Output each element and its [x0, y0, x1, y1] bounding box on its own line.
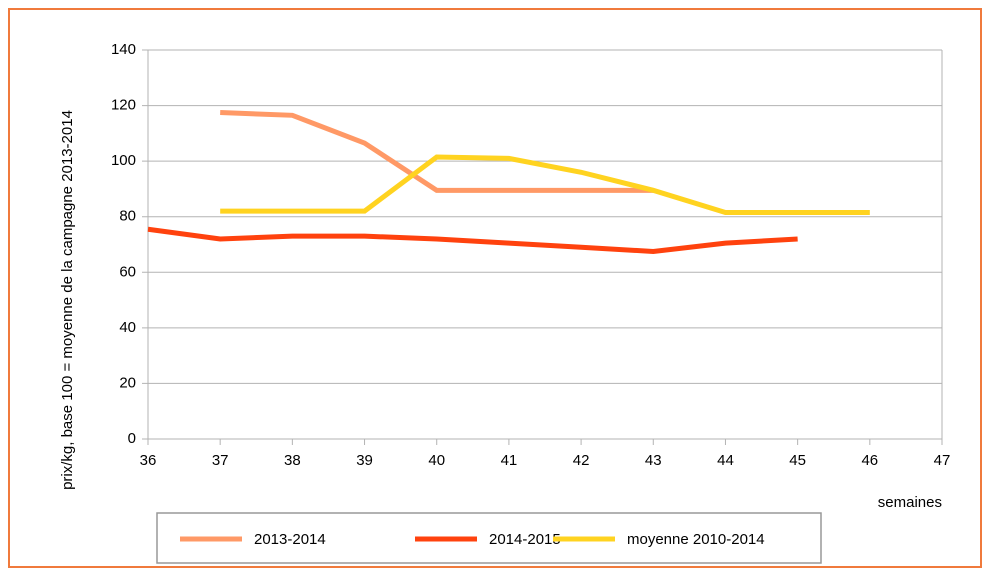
- x-tick-label: 40: [428, 452, 445, 469]
- frame: [8, 8, 982, 568]
- x-tick-label: 44: [717, 452, 734, 469]
- y-tick-label: 100: [111, 152, 136, 169]
- legend-label: 2013-2014: [254, 531, 326, 548]
- x-tick-label: 36: [140, 452, 157, 469]
- x-tick-label: 37: [212, 452, 229, 469]
- y-tick-label: 120: [111, 97, 136, 114]
- series-line: [147, 226, 798, 254]
- y-tick-label: 0: [128, 430, 136, 447]
- y-tick-label: 40: [119, 319, 136, 336]
- x-tick-label: 46: [861, 452, 878, 469]
- y-tick-label: 80: [119, 208, 136, 225]
- legend-box: [156, 512, 822, 564]
- x-tick-label: 39: [356, 452, 373, 469]
- y-axis-label: prix/kg, base 100 = moyenne de la campag…: [59, 110, 76, 490]
- x-tick-label: 43: [645, 452, 662, 469]
- legend-label: moyenne 2010-2014: [627, 531, 765, 548]
- legend-label: 2014-2015: [489, 531, 561, 548]
- series-line: [220, 110, 654, 193]
- y-tick-label: 140: [111, 41, 136, 58]
- y-tick-label: 20: [119, 374, 136, 391]
- y-tick-label: 60: [119, 263, 136, 280]
- x-tick-label: 41: [501, 452, 518, 469]
- x-tick-label: 45: [789, 452, 806, 469]
- x-tick-label: 42: [573, 452, 590, 469]
- series-line: [220, 154, 870, 216]
- x-tick-label: 38: [284, 452, 301, 469]
- x-tick-label: 47: [934, 452, 951, 469]
- x-axis-label: semaines: [878, 494, 942, 511]
